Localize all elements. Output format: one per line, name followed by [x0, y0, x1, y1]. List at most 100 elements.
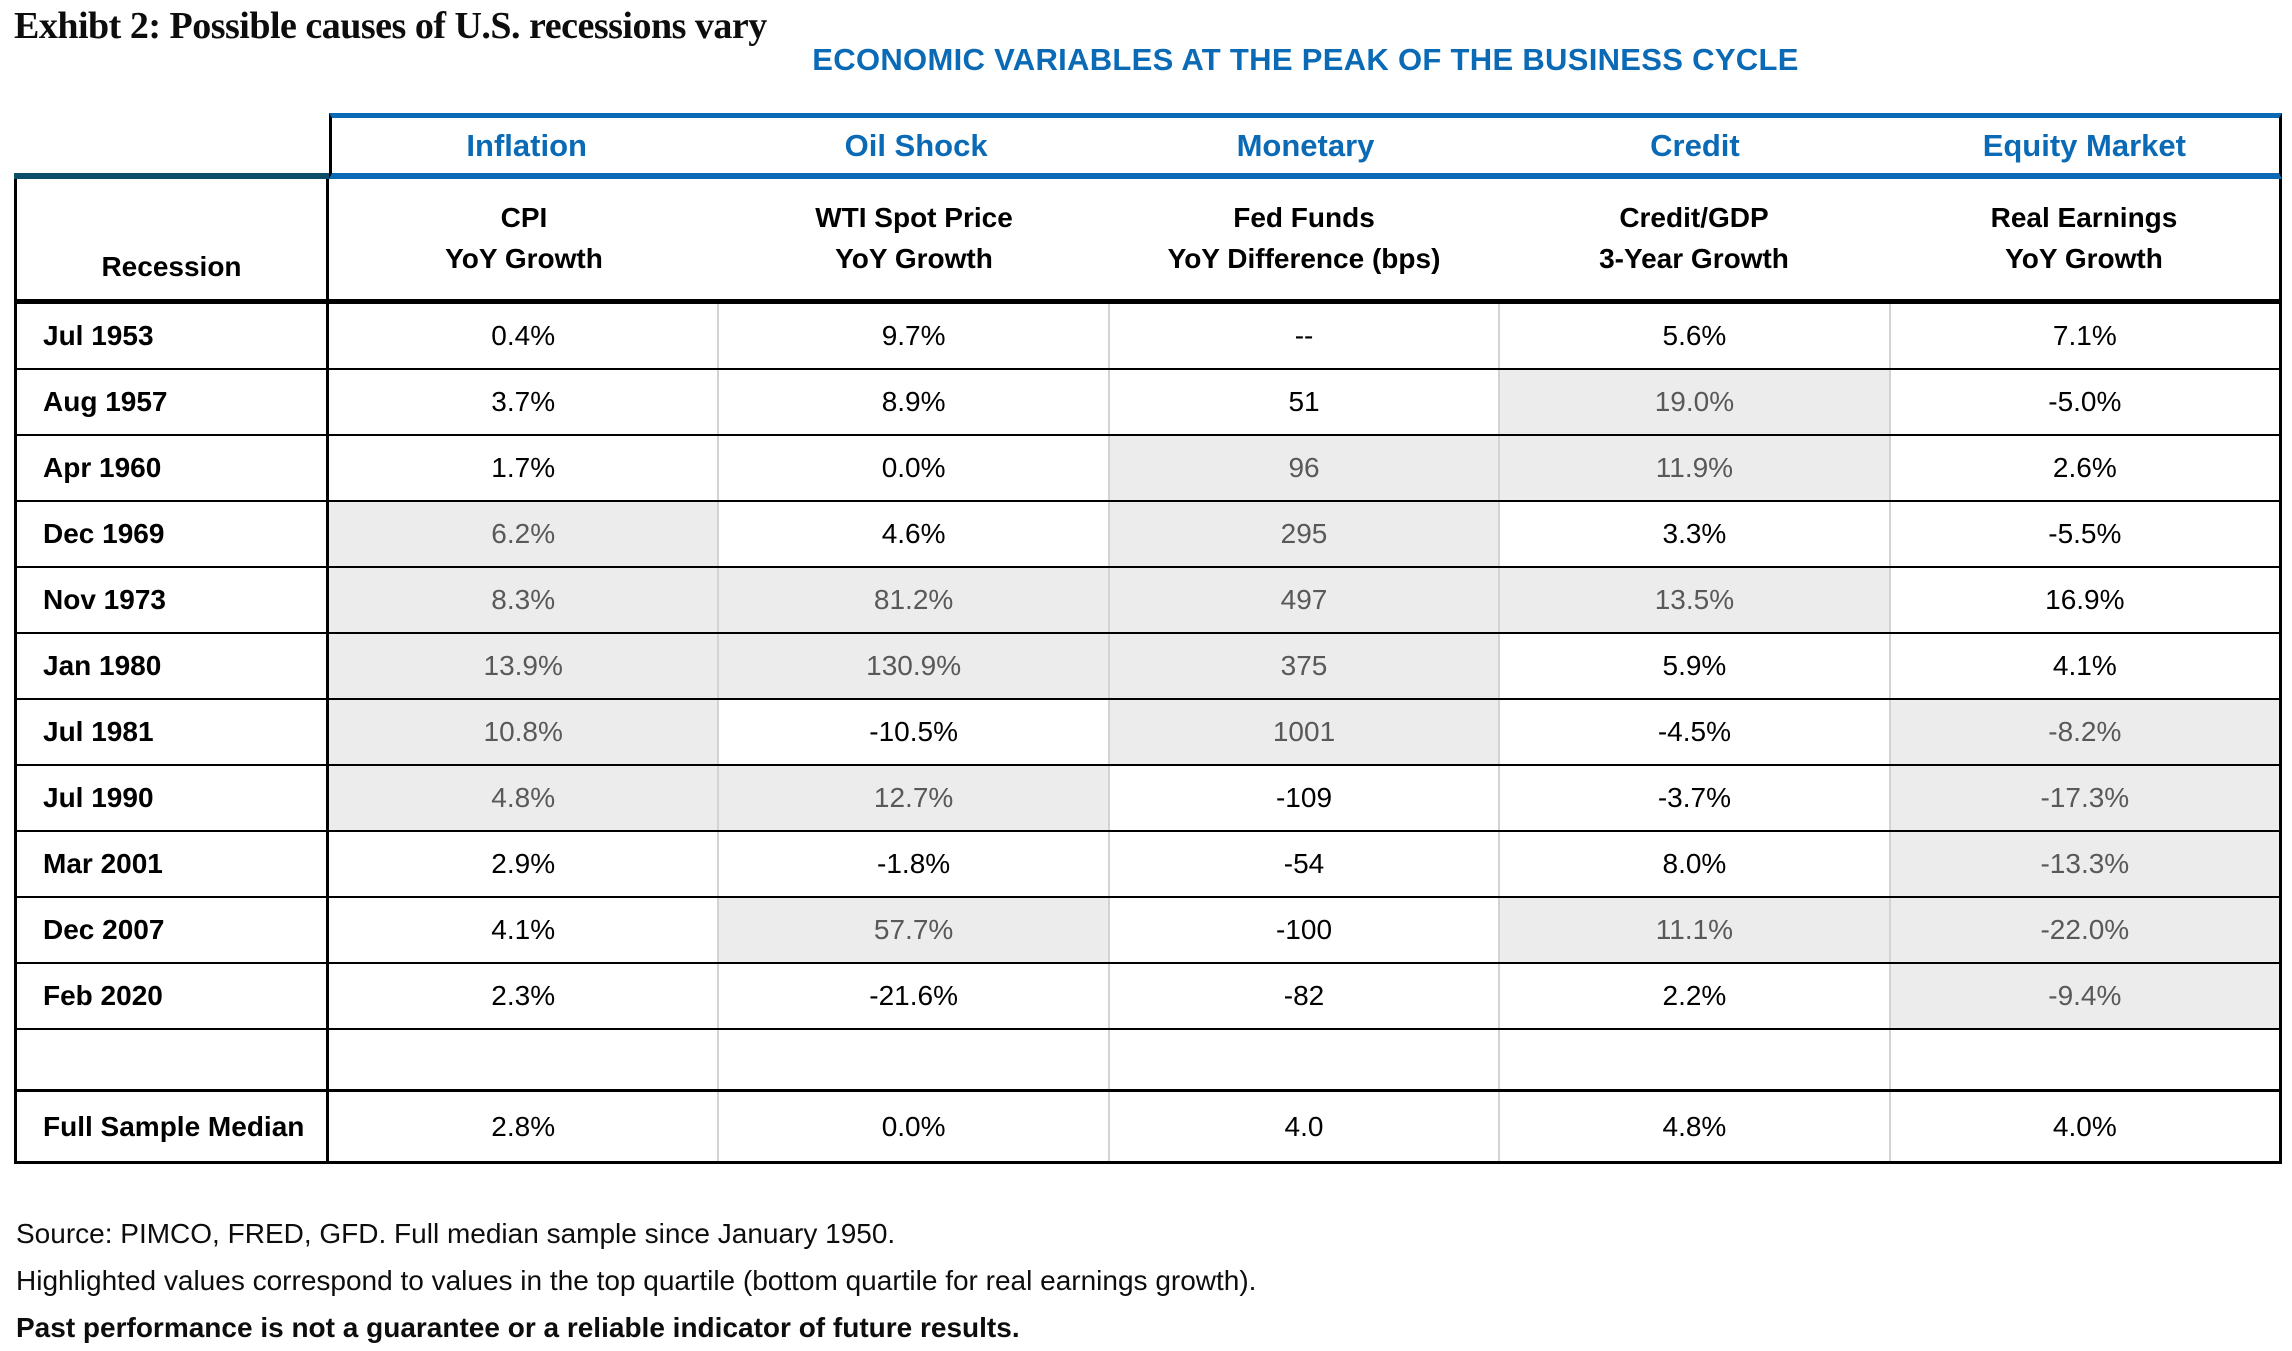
table-row: Jul 1981 10.8% -10.5% 1001 -4.5% -8.2%	[14, 700, 2282, 766]
value-cell: -9.4%	[1888, 964, 2280, 1028]
value-cell: -17.3%	[1888, 766, 2280, 830]
column-header-label: Real Earnings YoY Growth	[1990, 202, 2178, 274]
value-cell: 4.1%	[491, 914, 556, 945]
value-cell	[1107, 1030, 1498, 1089]
group-header-spacer	[14, 113, 329, 179]
value-cell: 10.8%	[329, 700, 718, 764]
value-cell: -100	[1107, 898, 1498, 962]
value-cell: 0.0%	[717, 436, 1107, 500]
value-cell: -54	[1107, 832, 1498, 896]
value-cell: 8.9%	[717, 370, 1107, 434]
column-header-label: CPI YoY Growth	[445, 202, 603, 274]
table-row: Feb 2020 2.3% -21.6% -82 2.2% -9.4%	[14, 964, 2282, 1030]
value-cell: -8.2%	[1888, 700, 2280, 764]
value-cell: 8.3%	[329, 568, 718, 632]
row-label: Jul 1953	[17, 304, 329, 368]
value-cell: 4.6%	[717, 502, 1107, 566]
value-cell: 5.9%	[1498, 634, 1888, 698]
value-cell: 2.6%	[1888, 436, 2279, 500]
value-cell: 81.2%	[717, 568, 1108, 632]
footnote-disclaimer: Past performance is not a guarantee or a…	[16, 1312, 1020, 1343]
table-row: Aug 1957 3.7% 8.9% 51 19.0% -5.0%	[14, 370, 2282, 436]
value-cell: -4.5%	[1498, 700, 1888, 764]
value-cell	[1888, 1030, 2279, 1089]
value-cell: 375	[1107, 634, 1499, 698]
value-cell: 2.2%	[1498, 964, 1888, 1028]
row-label: Jul 1990	[17, 766, 329, 830]
row-label	[17, 1030, 329, 1089]
footnote-source: Source: PIMCO, FRED, GFD. Full median sa…	[16, 1218, 896, 1249]
table-row: Full Sample Median 2.8% 0.0% 4.0 4.8% 4.0%	[14, 1092, 2282, 1164]
group-header-label: Oil Shock	[844, 127, 988, 163]
table-row: Jul 1990 4.8% 12.7% -109 -3.7% -17.3%	[14, 766, 2282, 832]
value-cell: 4.8%	[329, 766, 718, 830]
value-cell: -3.7%	[1498, 766, 1888, 830]
table-row: Dec 1969 6.2% 4.6% 295 3.3% -5.5%	[14, 502, 2282, 568]
value-cell: 3.7%	[491, 386, 556, 417]
recession-column-header: Recession	[17, 179, 329, 299]
value-cell: 2.3%	[491, 980, 556, 1011]
column-header-label: WTI Spot Price YoY Growth	[815, 202, 1013, 274]
table-row: Nov 1973 8.3% 81.2% 497 13.5% 16.9%	[14, 568, 2282, 634]
row-label: Nov 1973	[17, 568, 329, 632]
value-cell: 7.1%	[1888, 304, 2279, 368]
table-row: Jan 1980 13.9% 130.9% 375 5.9% 4.1%	[14, 634, 2282, 700]
value-cell: 13.5%	[1498, 568, 1889, 632]
value-cell: -5.0%	[1888, 370, 2279, 434]
value-cell: 4.0%	[1888, 1092, 2279, 1161]
row-label: Jan 1980	[17, 634, 329, 698]
group-header-labels: Inflation Oil Shock Monetary Credit Equity M…	[329, 113, 2282, 179]
value-cell: 2.9%	[491, 848, 556, 879]
value-cell: 497	[1107, 568, 1499, 632]
value-cell	[1498, 1030, 1888, 1089]
row-label: Apr 1960	[17, 436, 329, 500]
row-label: Mar 2001	[17, 832, 329, 896]
group-header-label: Equity Market	[1982, 127, 2186, 163]
group-header-label: Inflation	[466, 127, 587, 163]
table-row: Apr 1960 1.7% 0.0% 96 11.9% 2.6%	[14, 436, 2282, 502]
value-cell: 3.3%	[1498, 502, 1888, 566]
value-cell: 5.6%	[1498, 304, 1888, 368]
value-cell	[329, 1030, 717, 1089]
value-cell: -82	[1107, 964, 1498, 1028]
recession-table: Inflation Oil Shock Monetary Credit Equity M…	[14, 113, 2282, 1164]
value-cell: 1001	[1107, 700, 1499, 764]
row-label: Full Sample Median	[17, 1092, 329, 1161]
value-cell: 57.7%	[717, 898, 1108, 962]
value-cell: -22.0%	[1888, 898, 2280, 962]
value-cell: 295	[1107, 502, 1499, 566]
value-cell: 9.7%	[717, 304, 1107, 368]
value-cell: 4.1%	[1888, 634, 2279, 698]
value-cell: 2.8%	[491, 1110, 556, 1142]
column-header-labels: CPI YoY Growth WTI Spot Price YoY Growth F…	[329, 179, 2279, 299]
table-row: Dec 2007 4.1% 57.7% -100 11.1% -22.0%	[14, 898, 2282, 964]
value-cell: 0.4%	[491, 320, 556, 351]
table-banner: ECONOMIC VARIABLES AT THE PEAK OF THE BU…	[812, 42, 1799, 77]
value-cell: 6.2%	[329, 502, 718, 566]
spacer-row	[14, 1030, 2282, 1092]
value-cell: -109	[1107, 766, 1498, 830]
value-cell: 0.0%	[717, 1092, 1107, 1161]
value-cell: --	[1107, 304, 1498, 368]
row-label: Feb 2020	[17, 964, 329, 1028]
group-header-row: Inflation Oil Shock Monetary Credit Equity M…	[14, 113, 2282, 179]
value-cell: -10.5%	[717, 700, 1107, 764]
table-row: Mar 2001 2.9% -1.8% -54 8.0% -13.3%	[14, 832, 2282, 898]
value-cell: 4.8%	[1498, 1092, 1888, 1161]
row-label: Aug 1957	[17, 370, 329, 434]
column-header-label: Fed Funds YoY Difference (bps)	[1167, 202, 1441, 274]
value-cell: 4.0	[1107, 1092, 1498, 1161]
table-body: Jul 1953 0.4% 9.7% -- 5.6% 7.1% Aug 1957 3.7% 8.…	[14, 304, 2282, 1164]
row-label: Dec 2007	[17, 898, 329, 962]
value-cell: -5.5%	[1888, 502, 2279, 566]
value-cell: 16.9%	[1888, 568, 2279, 632]
group-header-label: Credit	[1650, 127, 1740, 163]
value-cell: 11.1%	[1498, 898, 1889, 962]
value-cell: 12.7%	[717, 766, 1108, 830]
value-cell: 96	[1107, 436, 1499, 500]
value-cell: 11.9%	[1498, 436, 1889, 500]
value-cell: 130.9%	[717, 634, 1108, 698]
table-row: Jul 1953 0.4% 9.7% -- 5.6% 7.1%	[14, 304, 2282, 370]
exhibit-title: Exhibt 2: Possible causes of U.S. recess…	[14, 5, 767, 47]
value-cell: 1.7%	[491, 452, 556, 483]
